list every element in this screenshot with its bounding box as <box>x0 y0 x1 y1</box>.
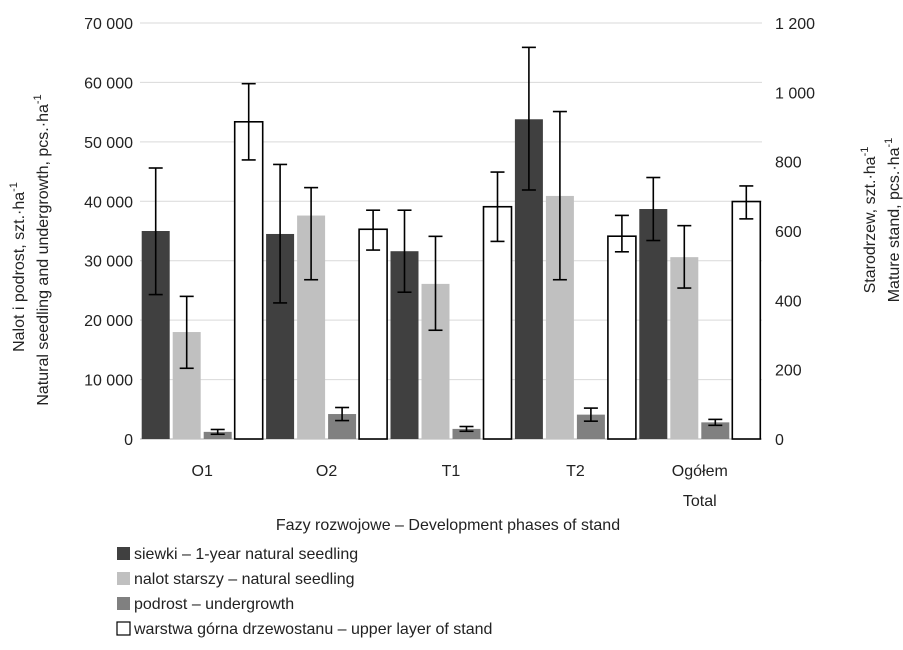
x-tick-sublabel: Total <box>683 493 717 510</box>
legend-label-0: siewki – 1-year natural seedling <box>134 546 358 563</box>
x-tick-label: T2 <box>566 463 585 480</box>
x-axis-title: Fazy rozwojowe – Development phases of s… <box>276 517 620 534</box>
right-tick-label: 1 000 <box>775 85 815 102</box>
bar-3-3 <box>607 235 637 440</box>
bar-2-2 <box>452 428 481 439</box>
bar-4-0 <box>639 209 668 439</box>
right-tick-label: 1 200 <box>775 16 815 33</box>
bar-2-3 <box>482 205 513 440</box>
x-axis-ticks: O1 O2 T1 T2 Ogółem Total <box>192 463 728 510</box>
right-axis-title-pl: Starodrzew, szt.·ha-1 <box>859 147 879 294</box>
legend-swatch-2 <box>117 597 130 610</box>
left-tick-label: 0 <box>124 432 133 449</box>
bars <box>141 119 762 440</box>
legend-swatch-1 <box>117 572 130 585</box>
bar-4-2 <box>701 422 730 439</box>
bar-0-3 <box>233 121 264 440</box>
left-tick-label: 70 000 <box>84 16 133 33</box>
right-tick-label: 400 <box>775 293 802 310</box>
left-tick-label: 60 000 <box>84 75 133 92</box>
right-axis-ticks: 0 200 400 600 800 1 000 1 200 <box>775 16 815 449</box>
right-tick-label: 200 <box>775 363 802 380</box>
error-bars <box>148 46 754 436</box>
legend: siewki – 1-year natural seedling nalot st… <box>116 546 492 638</box>
bar-1-3 <box>358 228 388 440</box>
right-tick-label: 600 <box>775 224 802 241</box>
x-tick-label: O2 <box>316 463 337 480</box>
bar-4-3 <box>731 200 762 440</box>
legend-swatch-0 <box>117 547 130 560</box>
left-axis-ticks: 0 10 000 20 000 30 000 40 000 50 000 60 000 70 … <box>84 16 133 449</box>
right-tick-label: 0 <box>775 432 784 449</box>
x-tick-label: O1 <box>192 463 213 480</box>
right-tick-label: 800 <box>775 155 802 172</box>
legend-label-1: nalot starszy – natural seedling <box>134 571 355 588</box>
bar-0-2 <box>203 431 232 439</box>
left-tick-label: 10 000 <box>84 373 133 390</box>
left-axis-title-pl: Nalot i podrost, szt.·ha-1 <box>8 182 28 352</box>
left-axis-title-en: Natural seedling and undergrowth, pcs.·h… <box>32 94 52 405</box>
left-tick-label: 20 000 <box>84 313 133 330</box>
left-tick-label: 30 000 <box>84 254 133 271</box>
right-axis-title-en: Mature stand, pcs.·ha-1 <box>883 138 903 303</box>
x-tick-label: Ogółem <box>672 463 728 480</box>
legend-label-3: warstwa górna drzewostanu – upper layer … <box>133 621 492 638</box>
gridlines <box>140 22 762 440</box>
left-tick-label: 50 000 <box>84 135 133 152</box>
x-tick-label: T1 <box>442 463 461 480</box>
left-tick-label: 40 000 <box>84 194 133 211</box>
legend-label-2: podrost – undergrowth <box>134 596 294 613</box>
legend-swatch-3 <box>116 621 131 636</box>
